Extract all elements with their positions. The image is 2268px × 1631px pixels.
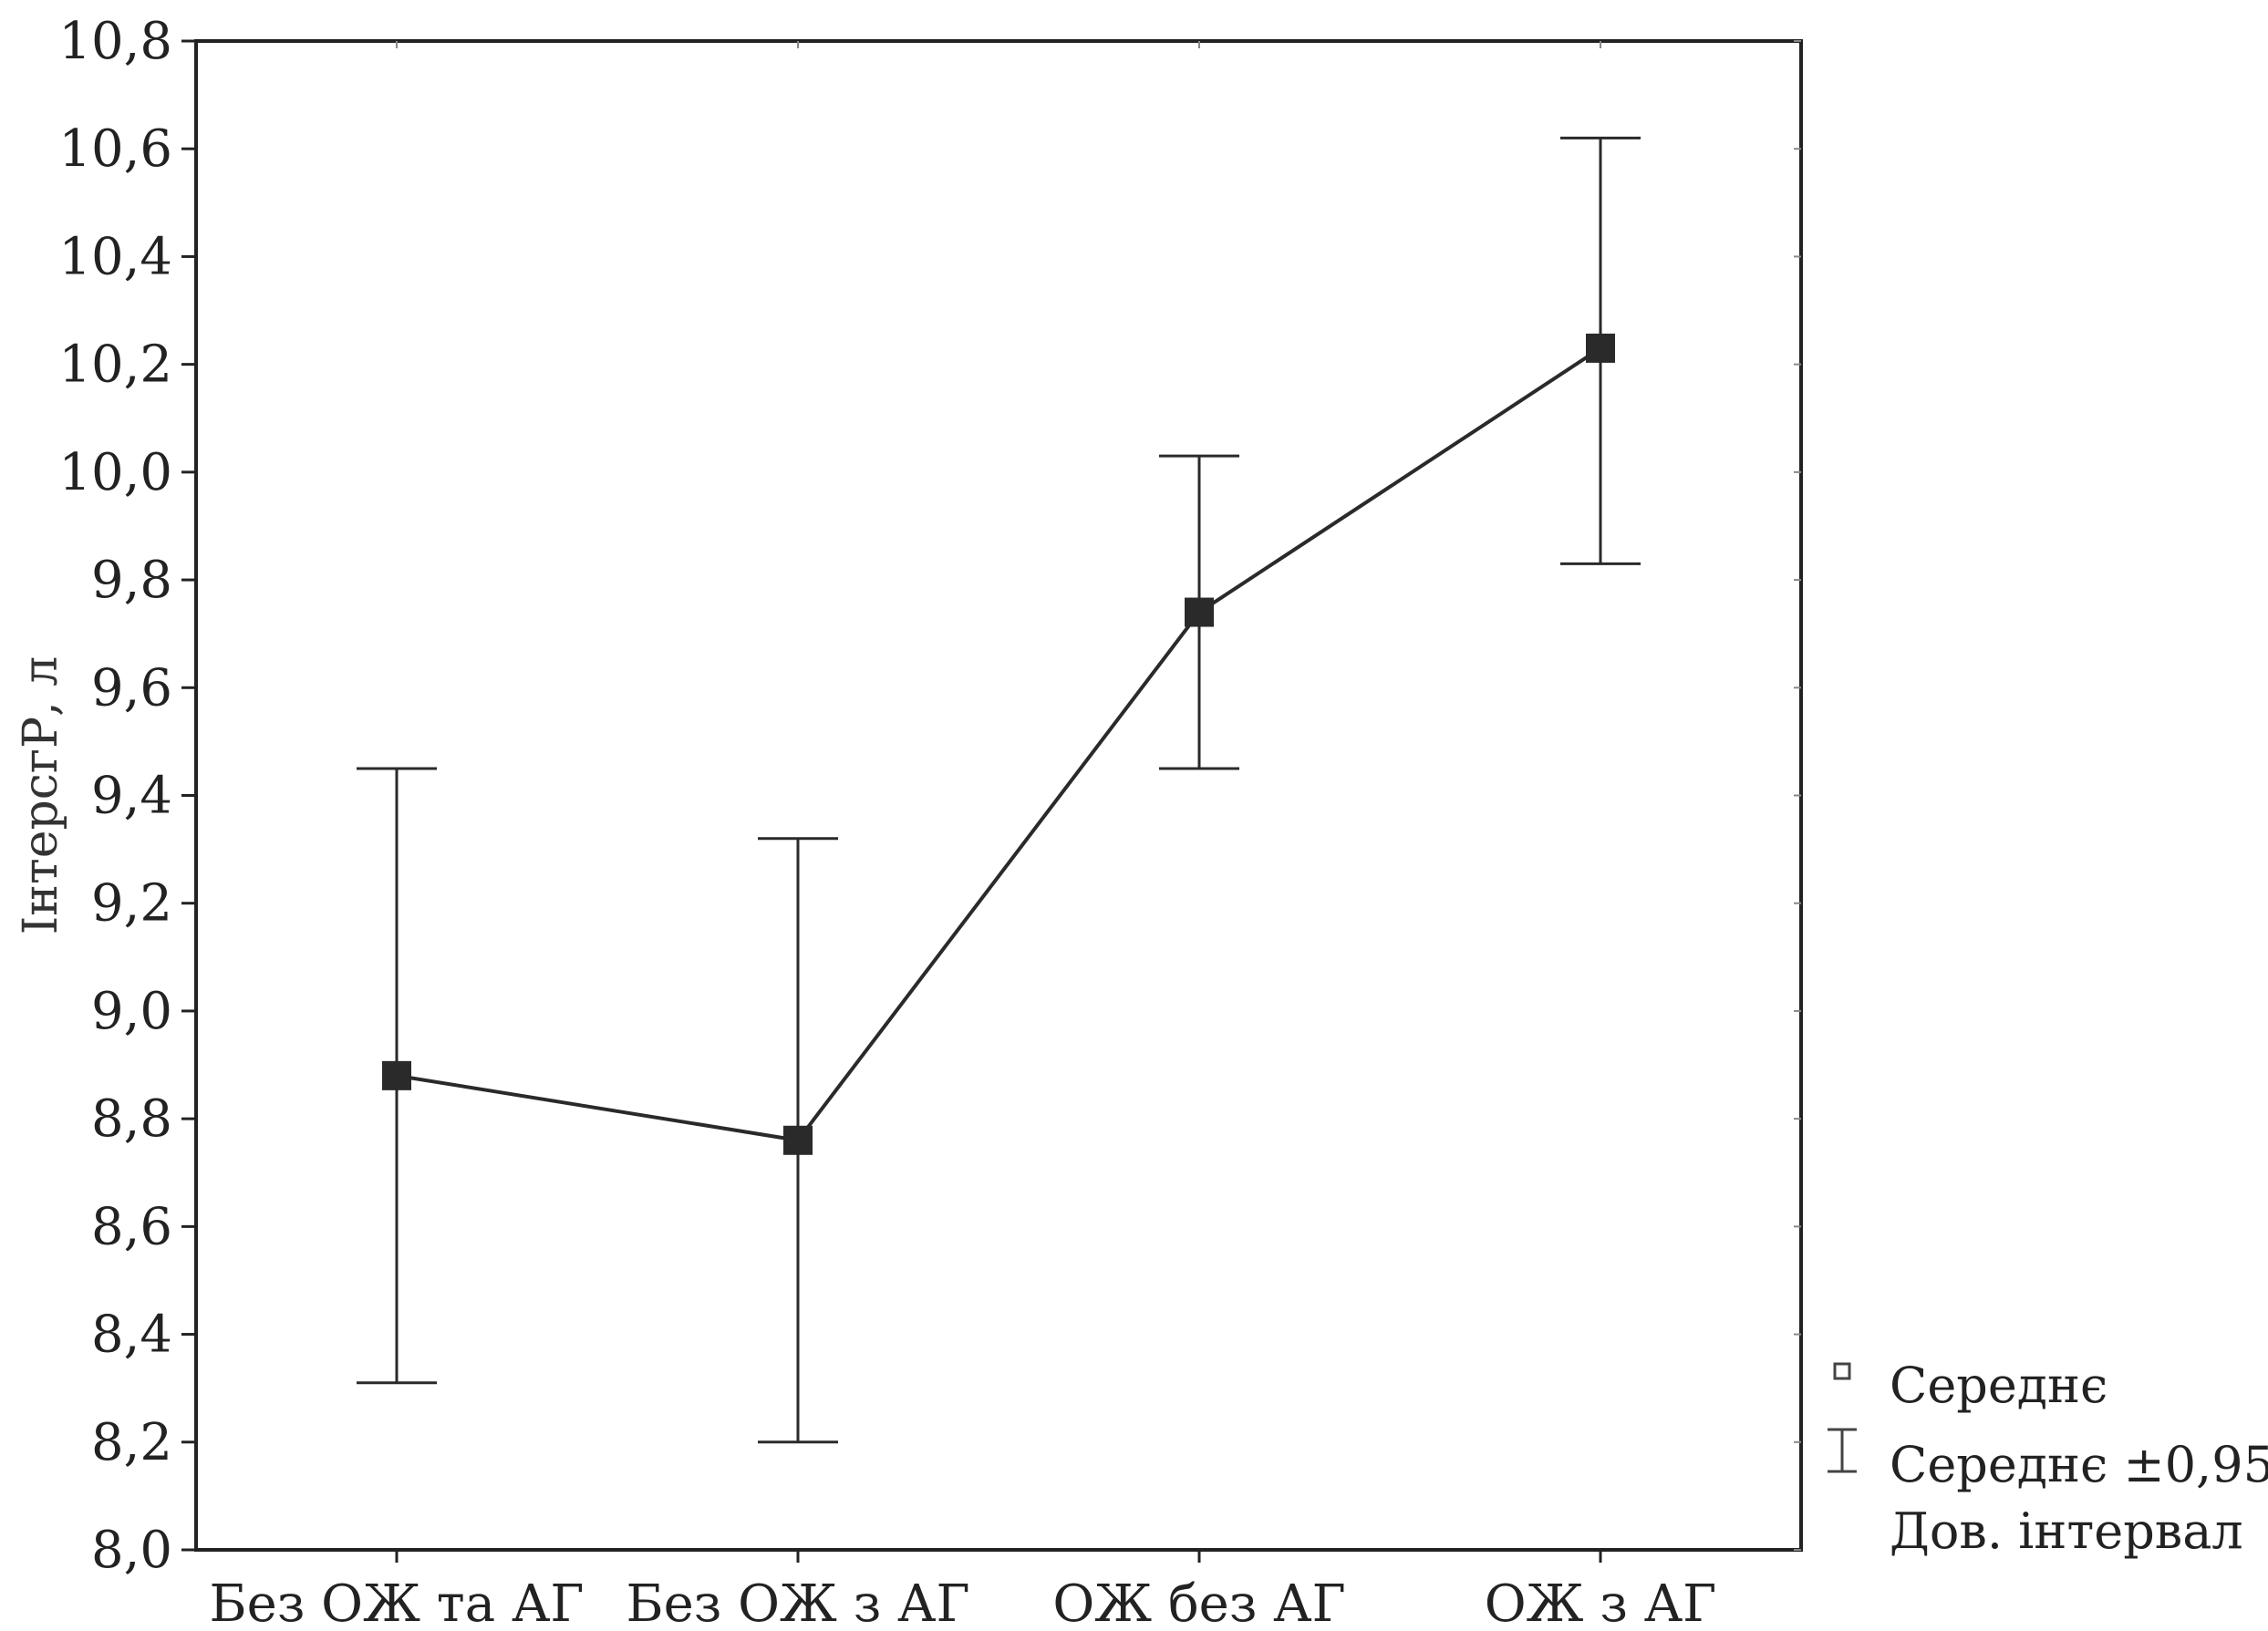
data-point	[1185, 597, 1214, 627]
y-tick-label: 9,0	[91, 982, 172, 1041]
x-tick-label: Без ОЖ та АГ	[210, 1574, 585, 1631]
legend-label-mean-ci: Середнє ±0,95	[1890, 1436, 2268, 1493]
legend-ci-icon	[1828, 1428, 1857, 1473]
markers	[382, 333, 1615, 1155]
series-line-group	[396, 346, 1602, 1142]
legend: Середнє Середнє ±0,95 Дов. інтервал	[1828, 1357, 2268, 1560]
data-point	[1586, 333, 1615, 363]
legend-mean-icon	[1833, 1362, 1851, 1380]
y-tick-label: 9,8	[91, 551, 172, 610]
y-tick-label: 8,4	[91, 1306, 172, 1365]
y-tick-label: 8,0	[91, 1521, 172, 1580]
legend-label-confidence-interval: Дов. інтервал	[1890, 1502, 2243, 1560]
y-tick-label: 10,6	[58, 119, 172, 179]
y-tick-label: 10,4	[58, 227, 172, 286]
data-point	[382, 1060, 411, 1090]
y-tick-label: 8,2	[91, 1413, 172, 1472]
error-bars	[357, 136, 1641, 1444]
plot-frame	[194, 39, 1803, 1552]
y-axis: 10,8 10,6 10,4 10,2 10,0 9,8 9,6 9,4 9,2 9,0 8,8 8,…	[58, 12, 1801, 1580]
y-tick-label: 9,2	[91, 874, 172, 934]
y-tick-label: 10,8	[58, 12, 172, 71]
x-tick-label: ОЖ з АГ	[1485, 1574, 1716, 1631]
y-tick-label: 8,6	[91, 1197, 172, 1256]
y-tick-label: 9,4	[91, 767, 172, 826]
plot-area	[194, 39, 1803, 1552]
x-tick-label: ОЖ без АГ	[1052, 1574, 1345, 1631]
x-axis: Без ОЖ та АГ Без ОЖ з АГ ОЖ без АГ ОЖ з АГ	[210, 41, 1716, 1631]
y-tick-label: 8,8	[91, 1089, 172, 1149]
y-tick-label: 10,2	[58, 335, 172, 395]
legend-label-mean: Середнє	[1890, 1357, 2107, 1414]
y-tick-label: 9,6	[91, 658, 172, 717]
y-tick-label: 10,0	[58, 443, 172, 502]
x-tick-label: Без ОЖ з АГ	[626, 1574, 969, 1631]
series-line	[396, 346, 1602, 1142]
data-point	[783, 1125, 813, 1155]
y-axis-title: ІнтерсгР, л	[14, 656, 68, 934]
